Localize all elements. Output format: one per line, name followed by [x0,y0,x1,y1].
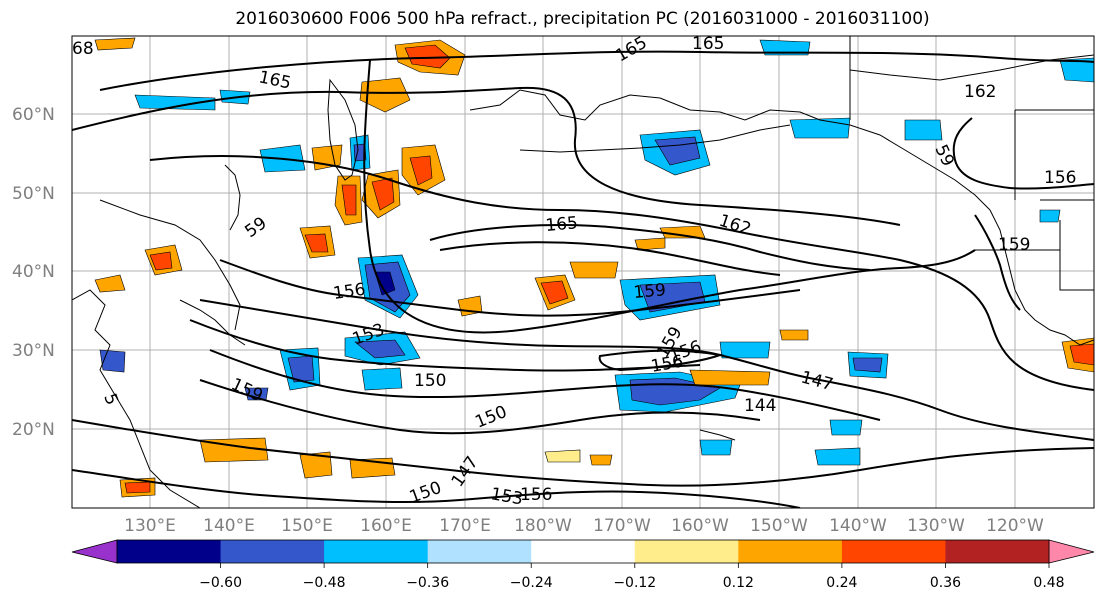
map-title: 2016030600 F006 500 hPa refract., precip… [235,9,930,29]
lon-label: 160°W [671,516,729,536]
lat-label: 50°N [12,184,55,204]
lat-label: 60°N [12,105,55,125]
contour-label: 144 [744,396,776,416]
lon-label: 170°E [439,516,491,536]
contour-label: 156 [520,485,552,505]
map-plot-area: 68 165 165 165 162 59 165 162 59 156 159… [72,34,1094,509]
contour-label: 156 [332,280,367,304]
colorbar-cell [531,540,636,563]
colorbar-cell [841,540,946,563]
contour-labels: 68 165 165 165 162 59 165 162 59 156 159… [72,34,1076,509]
contour-label: 159 [633,280,667,303]
contour-label: 153 [489,484,524,509]
colorbar-cell [220,540,325,563]
lon-label: 130°W [907,516,965,536]
colorbar-outline [116,539,1050,564]
lat-label: 30°N [12,341,55,361]
lon-label: 140°E [203,516,255,536]
lat-label: 40°N [12,262,55,282]
contour-label: 68 [72,39,94,59]
colorbar: −0.60 −0.48 −0.36 −0.24 −0.12 0.12 0.24 0.36 0.4… [71,539,1095,591]
colorbar-tick-label: −0.24 [510,575,553,591]
lon-label: 180°W [514,516,572,536]
colorbar-cell [117,540,222,563]
lon-label: 150°W [750,516,808,536]
colorbar-cell [324,540,429,563]
colorbar-tick-label: −0.48 [303,575,346,591]
colorbar-cell [634,540,739,563]
contour-label: 165 [545,213,579,236]
colorbar-tick-label: −0.12 [613,575,656,591]
colorbar-tick-label: 0.36 [930,575,961,591]
colorbar-tick-label: 0.12 [723,575,754,591]
contour-label: 156 [1044,168,1076,188]
colorbar-tick-label: −0.36 [406,575,449,591]
lon-label: 170°W [593,516,651,536]
lon-label: 160°E [360,516,412,536]
colorbar-cells [117,540,1050,563]
lon-label: 120°W [986,516,1044,536]
latitude-labels: 60°N 50°N 40°N 30°N 20°N [12,105,55,440]
map-frame [71,35,1095,509]
colorbar-cell [945,540,1050,563]
contour-label: 150 [414,371,446,391]
lon-label: 140°W [829,516,887,536]
colorbar-tick-label: −0.60 [199,575,242,591]
graticule [72,36,1094,508]
colorbar-ticks: −0.60 −0.48 −0.36 −0.24 −0.12 0.12 0.24 0.36 0.4… [199,563,1065,591]
lon-label: 130°E [124,516,176,536]
lon-label: 150°E [281,516,333,536]
refractivity-contours [72,50,1094,508]
colorbar-extend-high [1048,539,1095,564]
precip-shading [94,37,1094,498]
colorbar-tick-label: 0.48 [1033,575,1064,591]
longitude-labels: 130°E 140°E 150°E 160°E 170°E 180°W 170°… [124,516,1044,536]
contour-label: 159 [998,235,1030,255]
contour-label: 165 [692,34,724,54]
lat-label: 20°N [12,420,55,440]
colorbar-cell [738,540,843,563]
contour-label: 162 [964,82,996,102]
coastlines [72,36,1094,508]
colorbar-extend-low [71,539,118,564]
colorbar-cell [427,540,532,563]
colorbar-tick-label: 0.24 [826,575,857,591]
